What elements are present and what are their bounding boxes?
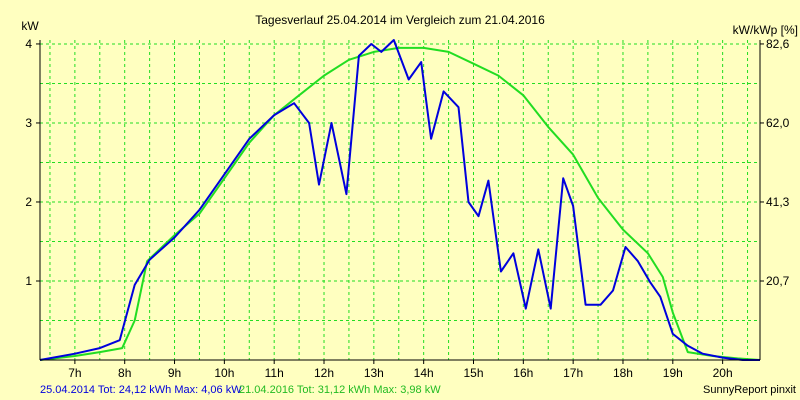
x-tick-label: 17h	[563, 366, 583, 380]
x-tick-label: 13h	[364, 366, 384, 380]
y-right-tick-label: 20,7	[766, 274, 790, 288]
x-tick-label: 9h	[168, 366, 181, 380]
x-tick-label: 16h	[513, 366, 533, 380]
x-tick-label: 19h	[663, 366, 683, 380]
series2-summary: 21.04.2016 Tot: 31,12 kWh Max: 3,98 kW	[239, 384, 441, 396]
y-right-tick-label: 82,6	[766, 37, 790, 51]
x-tick-label: 14h	[414, 366, 434, 380]
x-tick-label: 10h	[214, 366, 234, 380]
series-line-2014	[39, 39, 760, 361]
chart-title: Tagesverlauf 25.04.2014 im Vergleich zum…	[255, 13, 545, 27]
series-layer	[39, 39, 761, 361]
x-tick-label: 12h	[314, 366, 334, 380]
plot-area	[40, 40, 760, 360]
x-tick-label: 7h	[68, 366, 81, 380]
x-tick-label: 20h	[713, 366, 733, 380]
x-tick-label: 8h	[118, 366, 131, 380]
right-axis-unit: kW/kWp [%]	[733, 23, 798, 37]
y-right-tick-label: 41,3	[766, 195, 790, 209]
x-tick-label: 11h	[265, 366, 284, 380]
axis-ticks: 7h 8h 9h 10h 11h 12h 13h 14h 15h 16h 17h 18h 19h 20h 1…	[25, 37, 789, 380]
grid	[40, 40, 760, 360]
y-left-tick-label: 3	[25, 116, 32, 130]
series1-summary: 25.04.2014 Tot: 24,12 kWh Max: 4,06 kW	[40, 384, 242, 396]
x-tick-label: 15h	[463, 366, 483, 380]
y-left-tick-label: 4	[25, 37, 32, 51]
left-axis-unit: kW	[21, 19, 39, 33]
brand-credit: SunnyReport pinxit	[703, 384, 796, 396]
y-left-tick-label: 1	[25, 274, 32, 288]
x-tick-label: 18h	[613, 366, 633, 380]
y-right-tick-label: 62,0	[766, 116, 790, 130]
y-left-tick-label: 2	[25, 195, 32, 209]
